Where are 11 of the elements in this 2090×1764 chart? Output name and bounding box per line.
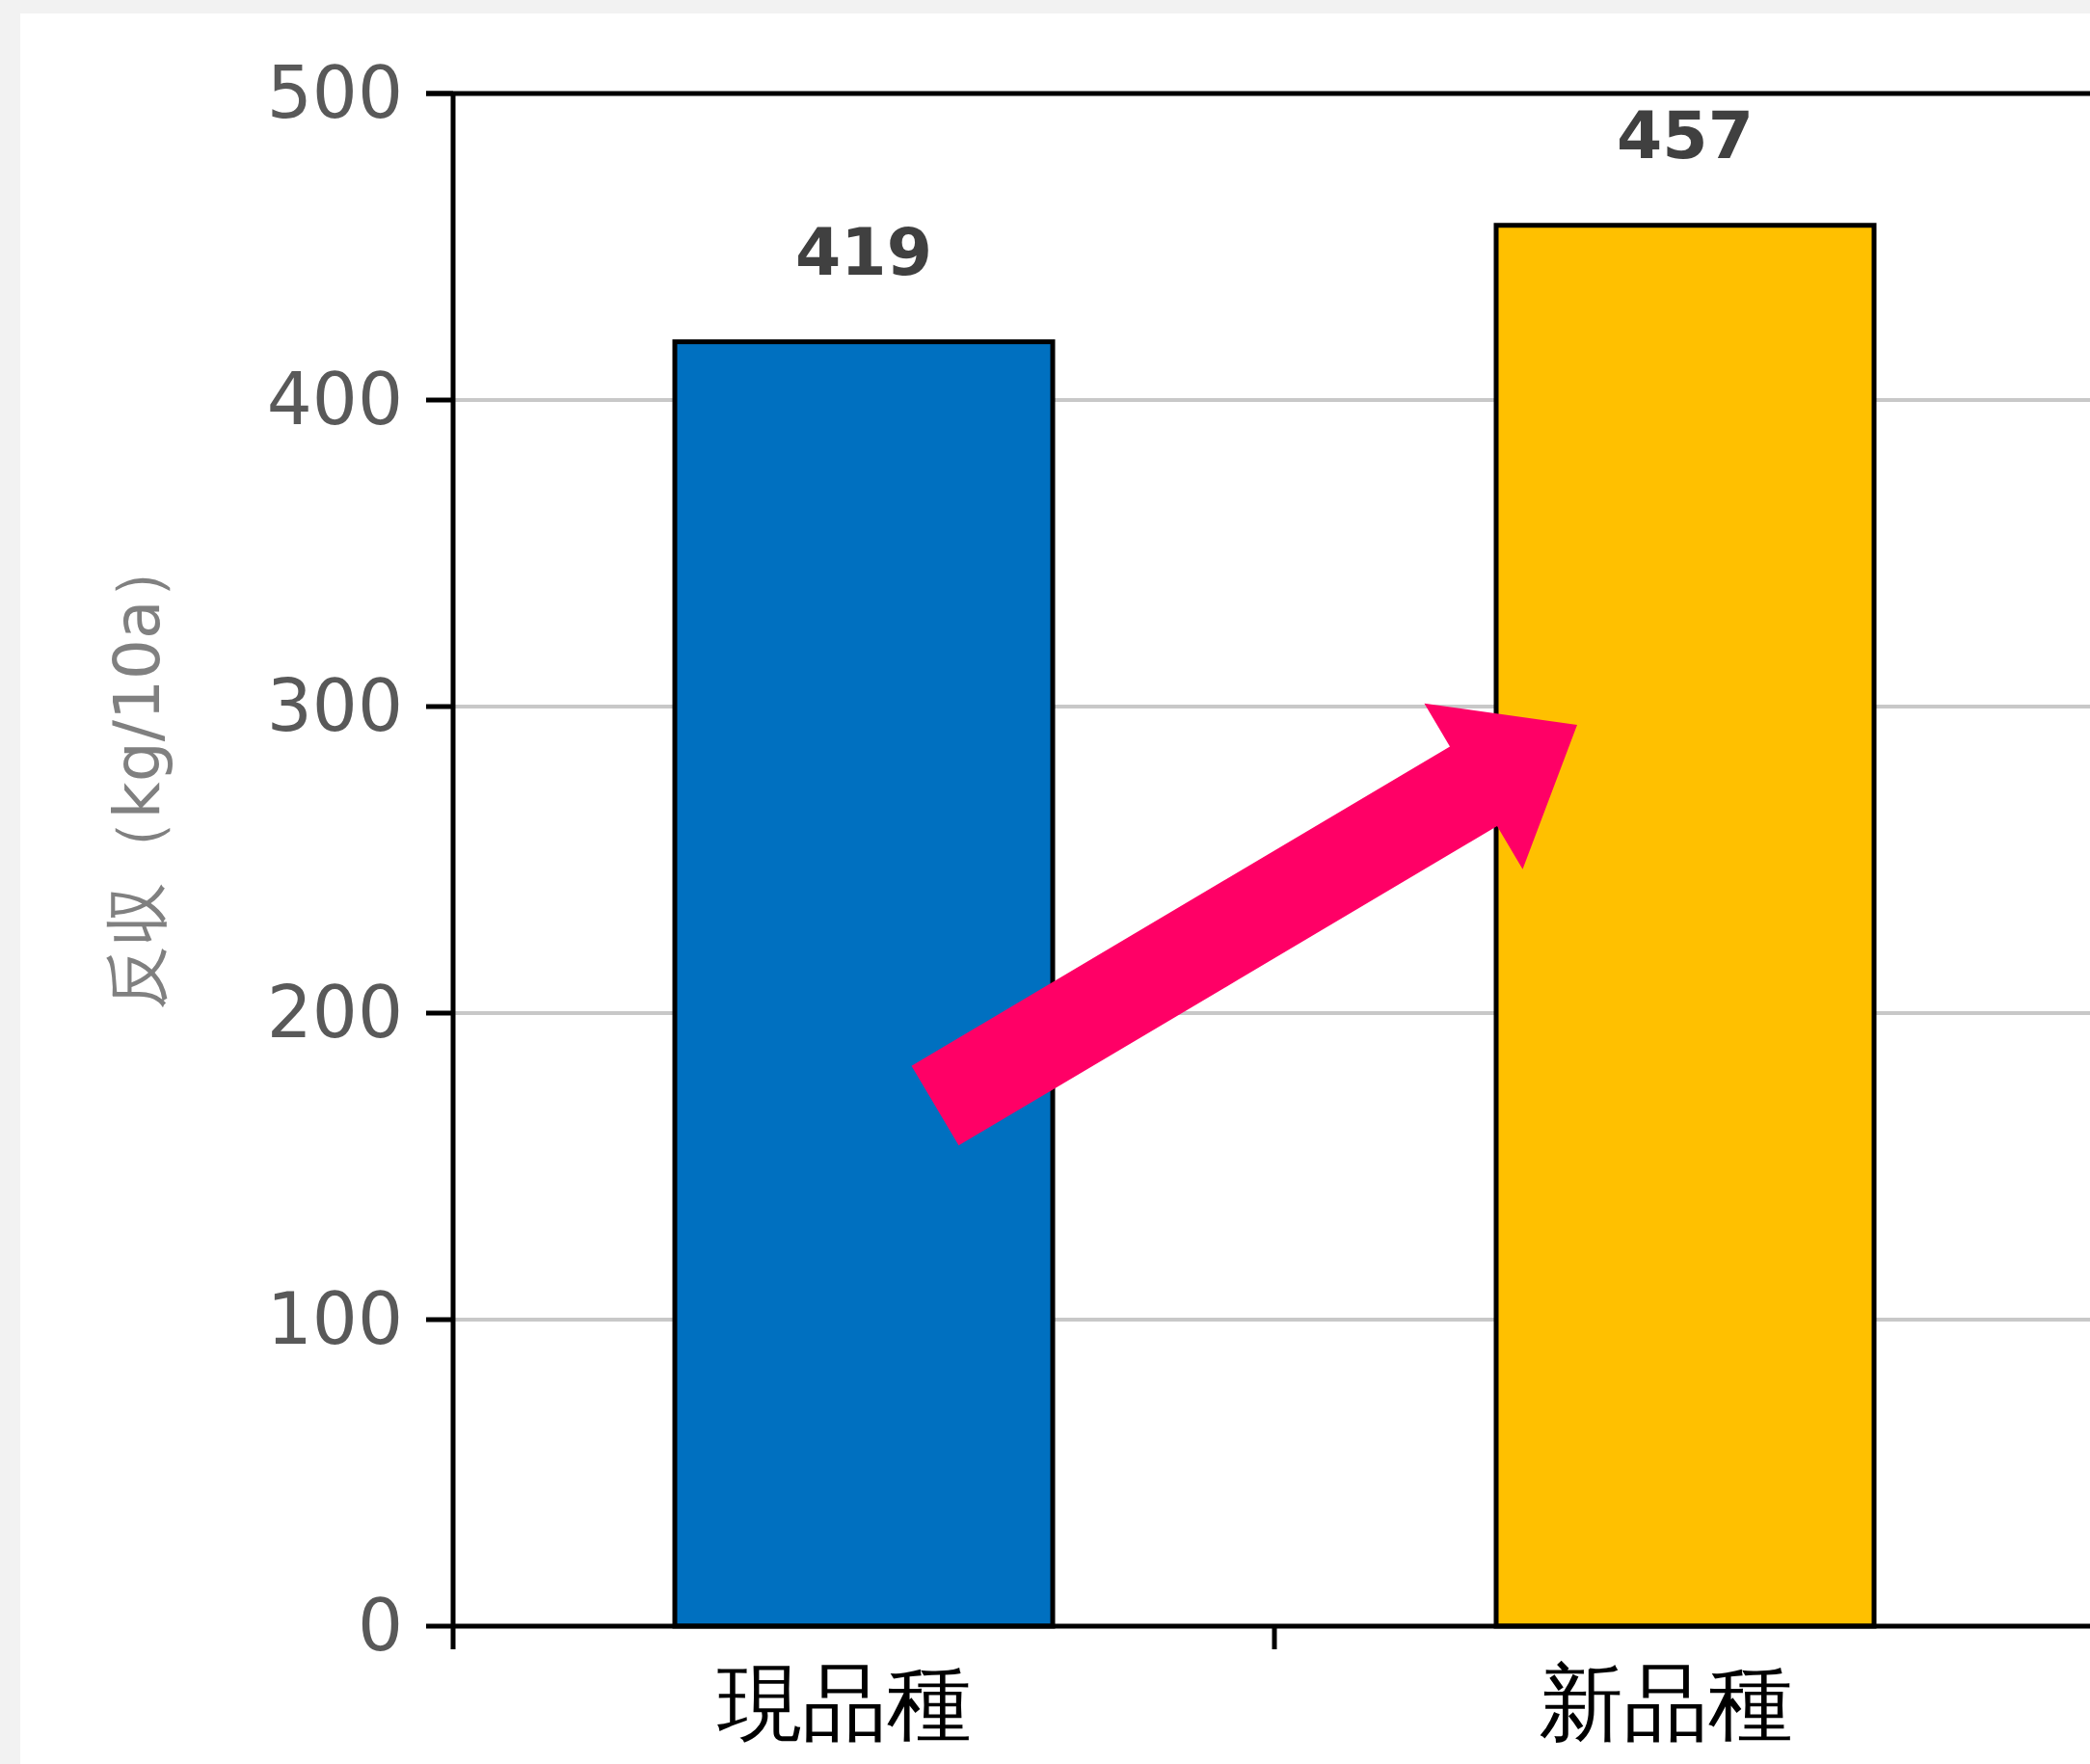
y-tick-label: 100 [266, 1277, 403, 1360]
y-tick-label: 500 [266, 51, 403, 134]
y-tick-label: 300 [266, 664, 403, 747]
y-tick-label: 200 [266, 971, 403, 1054]
x-tick-label: 新品種 [1539, 1653, 1793, 1752]
y-axis-title: 反収（kg/10a） [100, 536, 174, 1010]
y-tick-label: 0 [357, 1584, 403, 1667]
data-label: 419 [795, 213, 932, 290]
data-label: 457 [1617, 96, 1754, 174]
x-tick-label: 現品種 [717, 1653, 972, 1752]
y-tick-label: 400 [266, 358, 403, 441]
